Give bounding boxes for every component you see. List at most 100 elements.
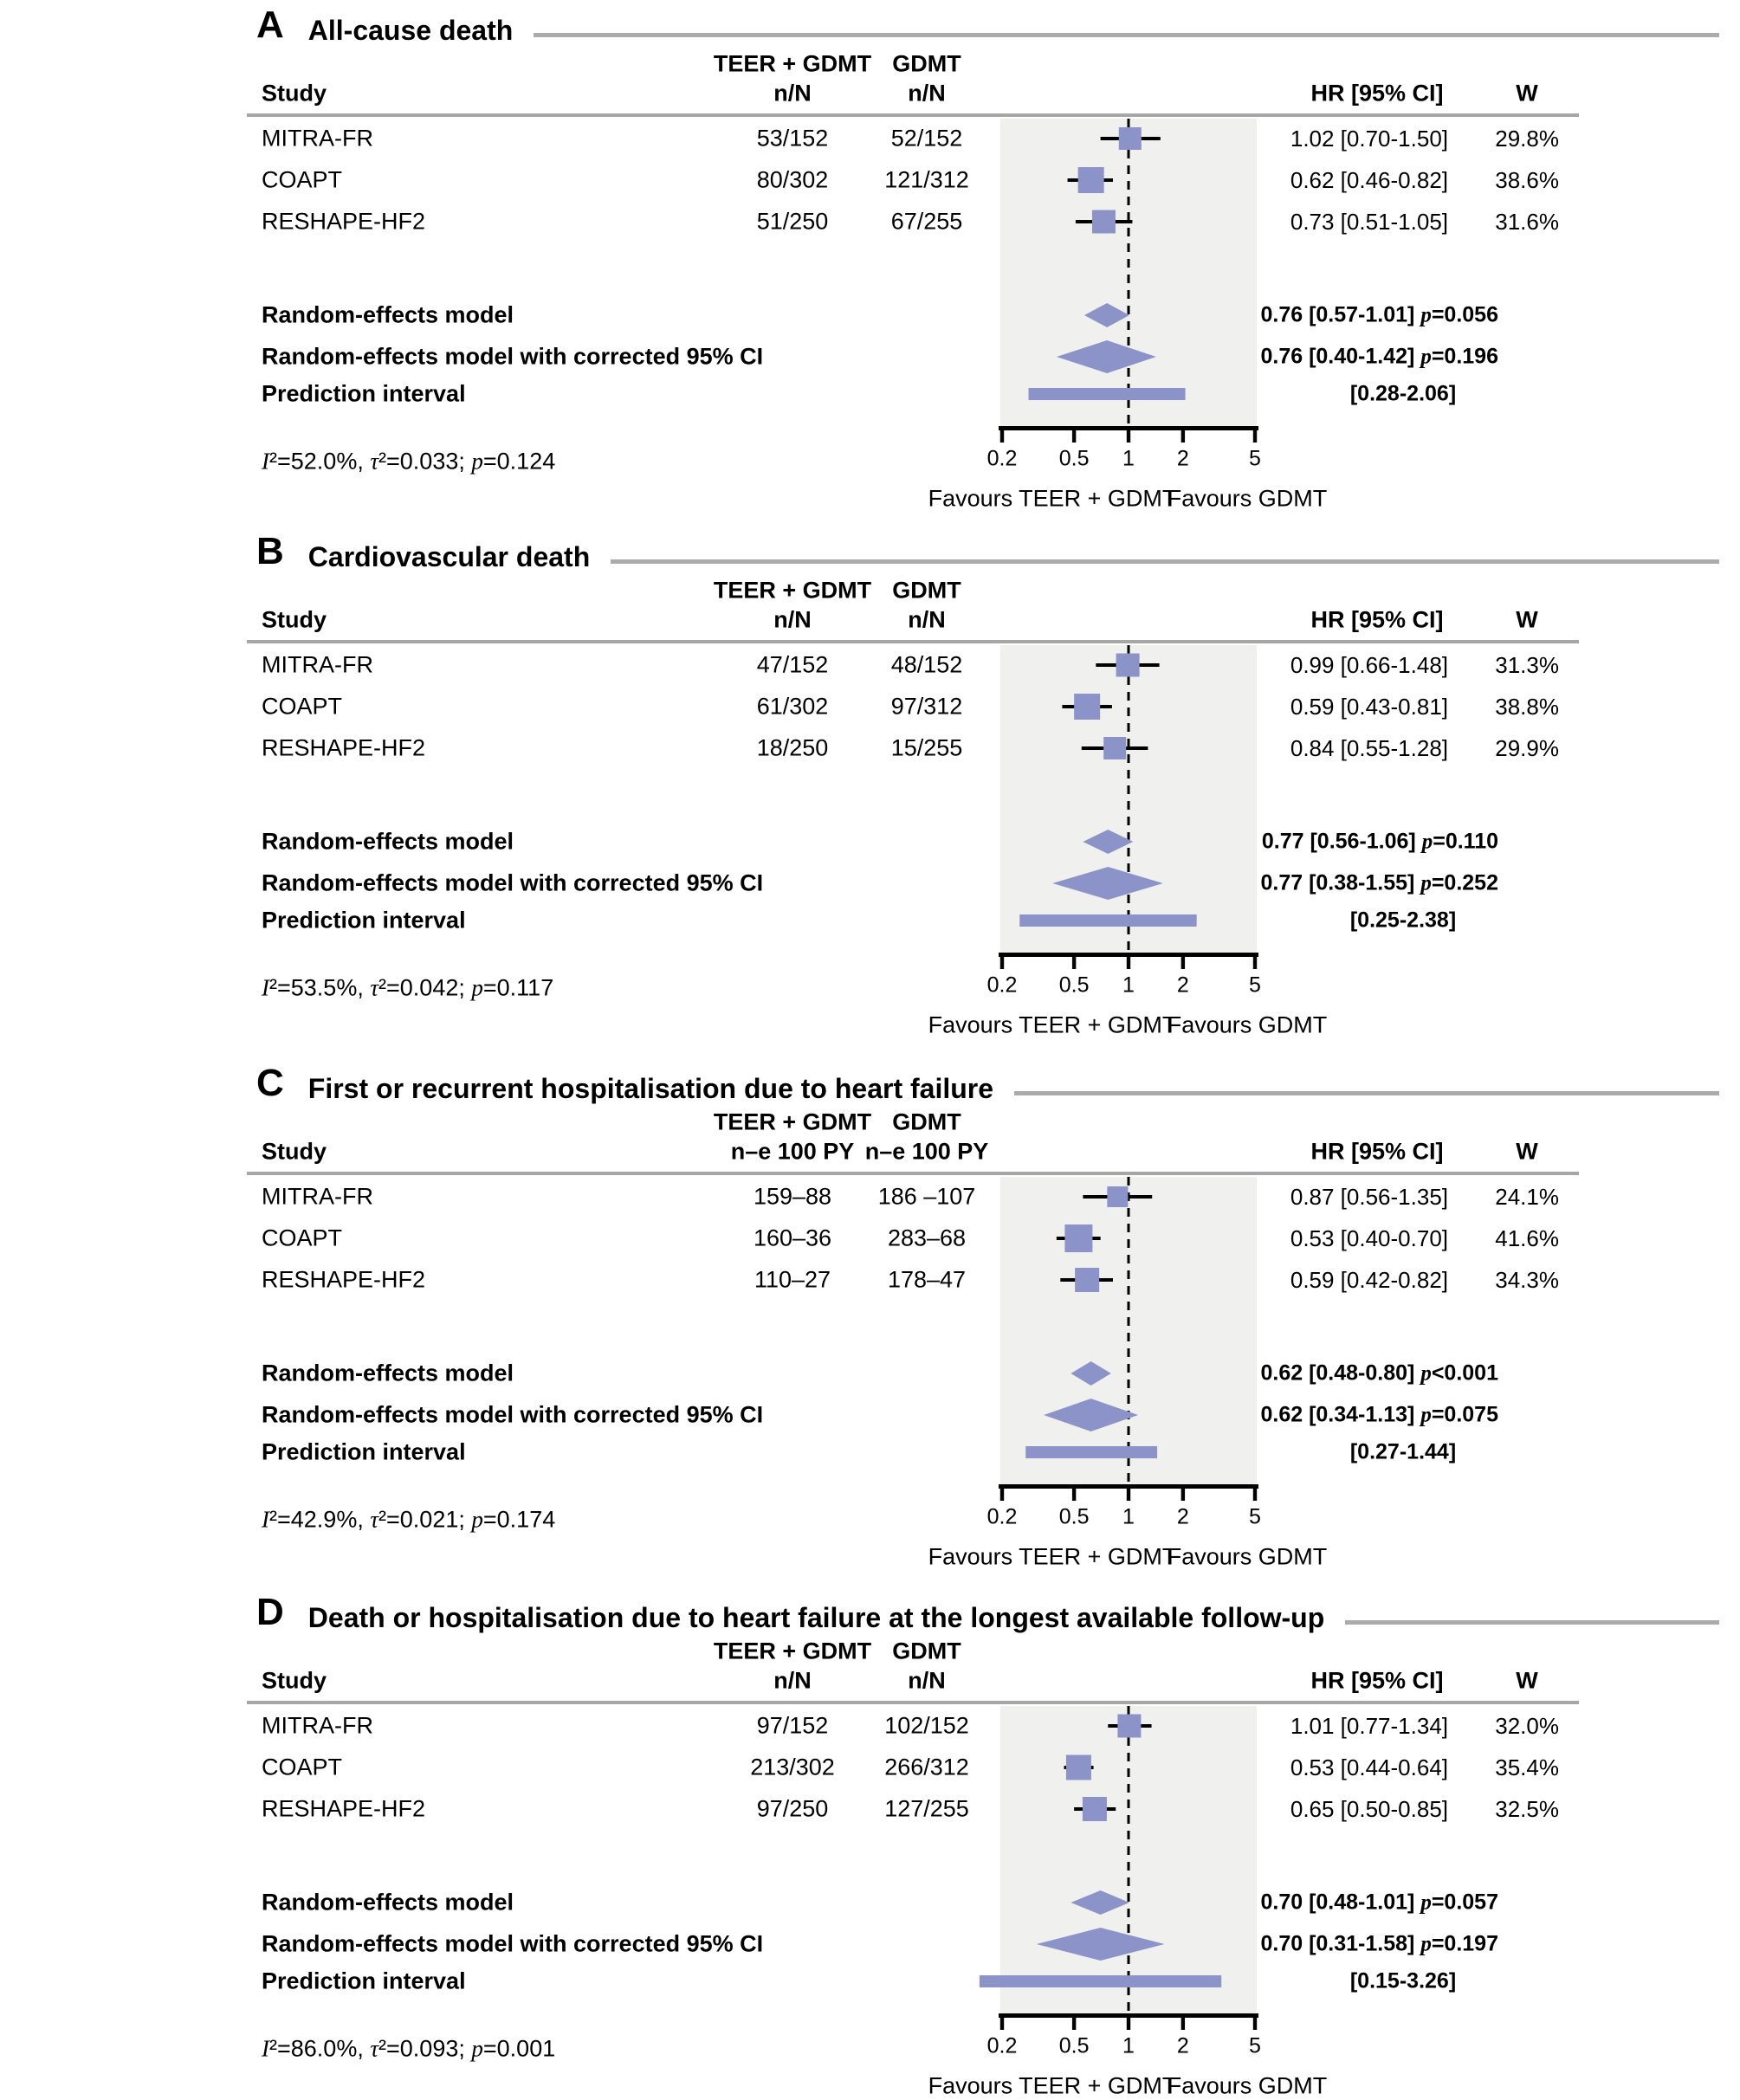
hr-point-marker [1075, 1268, 1100, 1292]
p-value-text: =0.056 [1431, 302, 1498, 327]
panel-title-row: D Death or hospitalisation due to heart f… [256, 1591, 1719, 1634]
group1-header: TEER + GDMT [713, 1108, 872, 1135]
weight-value: 35.4% [1495, 1754, 1559, 1780]
hr-point-marker [1117, 1714, 1142, 1738]
group2-value: 266/312 [884, 1754, 969, 1780]
heterogeneity-stats: I²=53.5%, τ²=0.042; p=0.117 [262, 974, 553, 1001]
spacer [1416, 830, 1422, 854]
i-squared-symbol: I [262, 448, 269, 475]
rem-label: Random-effects model [262, 828, 514, 855]
study-name: MITRA-FR [262, 1183, 373, 1210]
separator: , [357, 448, 371, 475]
p-value-text: =0.075 [1431, 1402, 1498, 1427]
favours-left-label: Favours TEER + GDMT [928, 1011, 1177, 1038]
x-axis-tick [1252, 1484, 1258, 1501]
spacer [1414, 345, 1420, 369]
panel-title: Cardiovascular death [307, 541, 591, 572]
x-axis-tick-label: 1 [1122, 2033, 1135, 2058]
summary-estimate-text: 0.77 [0.38-1.55] [1260, 870, 1415, 895]
group2-value: 67/255 [890, 208, 963, 235]
heterogeneity-stats: I²=52.0%, τ²=0.033; p=0.124 [262, 448, 556, 475]
group2-header: GDMT [892, 577, 961, 604]
hr-point-marker [1107, 1186, 1129, 1207]
favours-left-label: Favours TEER + GDMT [928, 2072, 1177, 2099]
study-name: MITRA-FR [262, 125, 373, 152]
x-axis-tick [1071, 2013, 1077, 2030]
x-axis-tick [999, 1484, 1005, 1501]
group2-header: GDMT [892, 1108, 961, 1135]
x-axis-tick [1180, 1484, 1186, 1501]
summary-diamond-rem [1083, 830, 1134, 854]
hr-ci-header: HR [95% CI] [1310, 1667, 1444, 1694]
hr-ci-value: 1.02 [0.70-1.50] [1290, 126, 1448, 152]
summary-estimate-text: 0.70 [0.31-1.58] [1260, 1931, 1415, 1956]
p-symbol: p [1420, 303, 1432, 327]
p-value-text: =0.196 [1431, 344, 1498, 369]
hr-point-marker [1065, 1754, 1091, 1780]
spacer [1414, 871, 1420, 895]
weight-header: W [1516, 80, 1538, 107]
panel-a: A All-cause death TEER + GDMT GDMT n/N n/N Stu… [0, 0, 1740, 527]
x-axis-tick [1252, 953, 1258, 969]
rem-estimate: 0.70 [0.48-1.01] p=0.057 [1260, 1890, 1498, 1915]
x-axis-tick [999, 426, 1005, 443]
group1-unit-header: n/N [773, 606, 812, 633]
study-name: RESHAPE-HF2 [262, 734, 426, 761]
panel-title-row: A All-cause death [256, 3, 1719, 47]
superscript-equals: ²= [378, 974, 400, 1001]
group1-value: 51/250 [756, 208, 829, 235]
separator: , [357, 2035, 371, 2062]
weight-header: W [1516, 1138, 1538, 1165]
i-squared-value: 52.0% [290, 448, 358, 475]
hr-point-marker [1064, 1224, 1093, 1252]
group1-value: 80/302 [756, 166, 829, 193]
hr-ci-value: 0.53 [0.40-0.70] [1290, 1225, 1448, 1251]
heterogeneity-p-value: 0.124 [496, 448, 556, 475]
summary-diamond-rem-corrected [1056, 340, 1156, 373]
group2-header: GDMT [892, 50, 961, 77]
group1-value: 97/152 [756, 1712, 829, 1739]
rem-corr-label: Random-effects model with corrected 95% … [262, 869, 764, 896]
separator: ; [458, 1506, 472, 1533]
x-axis-tick [999, 953, 1005, 969]
prediction-interval-value: [0.28-2.06] [1349, 381, 1457, 406]
rem-estimate: 0.62 [0.48-0.80] p<0.001 [1260, 1362, 1498, 1385]
superscript-equals: ²= [269, 448, 291, 475]
p-symbol: p [471, 1506, 483, 1533]
rem-label: Random-effects model [262, 1889, 514, 1916]
group1-header: TEER + GDMT [713, 50, 872, 77]
summary-diamond-rem-corrected [1036, 1928, 1165, 1961]
p-symbol: p [1421, 830, 1433, 854]
x-axis-tick [999, 2013, 1005, 2030]
group2-unit-header: n/N [908, 80, 946, 107]
p-symbol: p [1420, 1890, 1432, 1915]
group1-unit-header: n–e 100 PY [730, 1138, 855, 1165]
rem-corr-label: Random-effects model with corrected 95% … [262, 1930, 764, 1957]
x-axis-tick-label: 5 [1249, 1504, 1261, 1529]
favours-right-label: Favours GDMT [1167, 485, 1328, 512]
rem-label: Random-effects model [262, 301, 514, 328]
panel-title: All-cause death [307, 15, 514, 46]
favours-left-label: Favours TEER + GDMT [928, 1543, 1177, 1570]
prediction-interval-value: [0.15-3.26] [1349, 1968, 1457, 1993]
group2-value: 97/312 [890, 693, 963, 720]
forest-plot-canvas [999, 645, 1258, 969]
group2-value: 178–47 [887, 1266, 967, 1293]
heterogeneity-p-value: 0.001 [496, 2035, 556, 2062]
panel-title-row: C First or recurrent hospitalisation due … [256, 1062, 1719, 1105]
forest-plot-canvas [999, 1177, 1258, 1501]
hr-ci-value: 0.62 [0.46-0.82] [1290, 167, 1448, 193]
group1-value: 18/250 [756, 734, 829, 761]
summary-estimate-text: 0.62 [0.34-1.13] [1260, 1402, 1415, 1427]
heterogeneity-stats: I²=42.9%, τ²=0.021; p=0.174 [262, 1506, 555, 1533]
x-axis-tick-label: 2 [1176, 2033, 1189, 2058]
weight-value: 38.6% [1495, 167, 1559, 193]
equals-sign: = [482, 2035, 497, 2062]
group1-value: 160–36 [753, 1224, 832, 1251]
x-axis-tick [1252, 2013, 1258, 2030]
weight-value: 31.6% [1495, 209, 1559, 235]
x-axis-tick-label: 5 [1249, 446, 1261, 471]
favours-left-label: Favours TEER + GDMT [928, 485, 1177, 512]
hr-point-marker [1091, 210, 1116, 234]
group2-unit-header: n–e 100 PY [864, 1138, 989, 1165]
